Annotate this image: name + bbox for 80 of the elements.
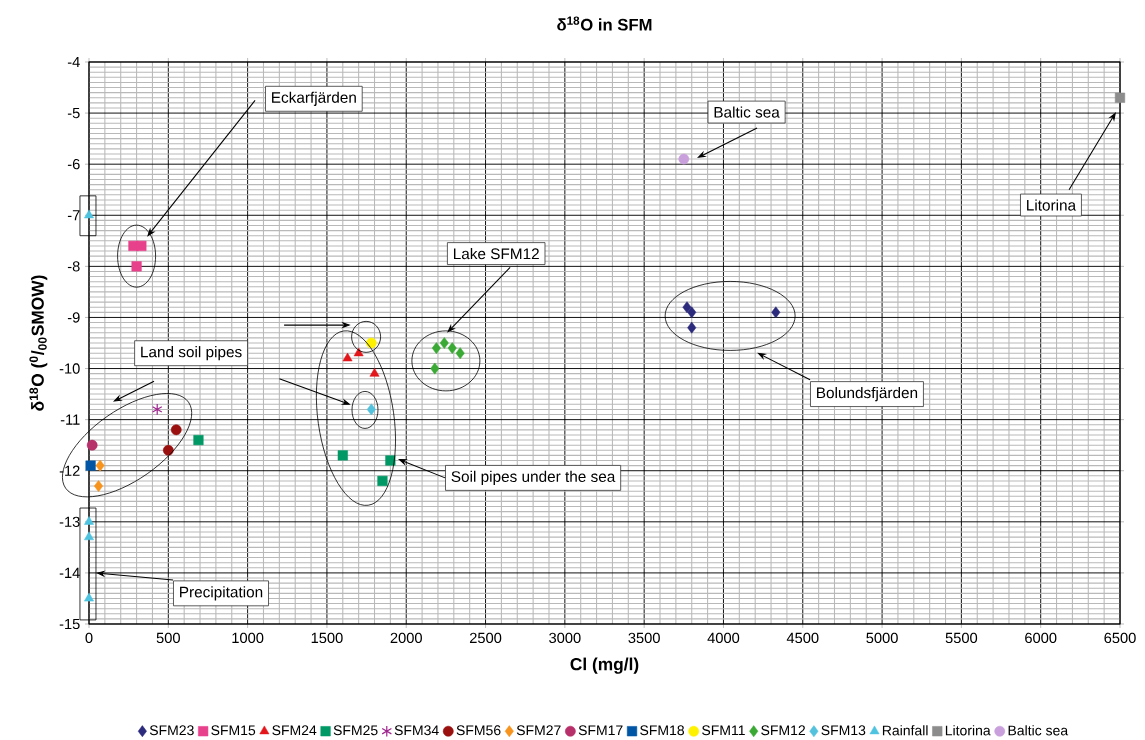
- y-tick-label: -4: [67, 56, 80, 68]
- y-tick-label: -13: [59, 516, 80, 528]
- point: [455, 347, 465, 360]
- y-tick-label: -7: [67, 210, 80, 221]
- y-tick-label: -12: [59, 465, 80, 476]
- legend-label: Litorina: [945, 725, 991, 736]
- point: [682, 301, 692, 314]
- x-tick-label: 4000: [707, 632, 740, 644]
- annotation: Land soil pipes: [141, 346, 242, 361]
- point: [95, 459, 105, 472]
- point: [342, 352, 353, 362]
- legend-label: Baltic sea: [1008, 725, 1069, 736]
- point: [431, 342, 441, 354]
- point: [94, 480, 103, 492]
- x-tick-label: 5500: [945, 632, 978, 644]
- annotation: Soil pipes under the sea: [451, 470, 616, 486]
- x-tick-label: 2500: [469, 632, 502, 644]
- chart-title: δ$^{18}$O in SFM: [557, 16, 652, 31]
- y-tick-label: -15: [59, 618, 80, 630]
- x-tick-label: 500: [156, 632, 180, 644]
- point: [85, 460, 96, 471]
- annotation: Bolundsfjärden: [817, 386, 918, 402]
- point: [447, 342, 457, 354]
- annotation: Eckarfjärden: [272, 91, 356, 106]
- point: [136, 240, 147, 251]
- legend-label: SFM18: [640, 725, 685, 736]
- y-tick-label: -5: [67, 107, 80, 119]
- point: [678, 153, 690, 165]
- point: [86, 439, 98, 451]
- legend-label: Rainfall: [882, 725, 928, 736]
- point: [151, 403, 163, 416]
- legend-label: SFM27: [516, 725, 561, 736]
- y-axis-title: δ$^{18}$O ($^{0}$/$_{00}$SMOW): [29, 275, 48, 411]
- legend-label: SFM34: [394, 725, 439, 736]
- annotation: Litorina: [1027, 199, 1077, 211]
- point: [337, 450, 348, 461]
- legend-label: SFM15: [211, 725, 256, 736]
- point: [687, 321, 697, 334]
- point: [84, 531, 94, 541]
- y-tick-label: -11: [60, 414, 80, 425]
- legend-label: SFM17: [578, 725, 623, 736]
- point: [687, 306, 697, 319]
- y-tick-label: -9: [67, 312, 80, 323]
- point: [84, 516, 94, 525]
- point: [131, 261, 142, 272]
- point: [84, 209, 94, 219]
- legend-label: SFM56: [456, 725, 501, 736]
- x-tick-label: 3000: [549, 632, 581, 644]
- x-tick-label: 0: [85, 632, 93, 644]
- x-tick-label: 4500: [786, 632, 819, 644]
- x-tick-label: 6500: [1104, 632, 1136, 644]
- x-axis-title: Cl (mg/l): [570, 657, 639, 674]
- annotation: Baltic sea: [714, 106, 780, 118]
- x-tick-label: 3500: [628, 632, 660, 644]
- legend-label: SFM11: [702, 725, 745, 736]
- legend-label: SFM25: [333, 725, 378, 736]
- point: [193, 435, 204, 446]
- y-tick-label: -14: [59, 567, 80, 578]
- x-tick-label: 6000: [1025, 632, 1057, 644]
- point: [170, 424, 182, 436]
- x-tick-label: 5000: [866, 632, 898, 644]
- legend-label: SFM12: [761, 725, 805, 736]
- y-tick-label: -8: [67, 261, 80, 272]
- annotation: Lake SFM12: [453, 247, 539, 260]
- x-tick-label: 1500: [311, 632, 343, 644]
- point: [369, 368, 380, 377]
- legend-label: SFM23: [149, 725, 194, 736]
- annotation: Precipitation: [180, 586, 263, 601]
- point: [430, 362, 440, 375]
- legend-label: SFM24: [272, 725, 317, 736]
- point: [439, 337, 449, 349]
- point: [771, 306, 781, 319]
- x-tick-label: 1000: [232, 632, 264, 644]
- point: [377, 475, 388, 487]
- y-tick-label: -10: [59, 363, 80, 374]
- y-tick-label: -6: [67, 159, 80, 170]
- legend-label: SFM13: [821, 725, 866, 736]
- point: [84, 592, 94, 602]
- x-tick-label: 2000: [390, 632, 422, 644]
- point: [1114, 92, 1126, 103]
